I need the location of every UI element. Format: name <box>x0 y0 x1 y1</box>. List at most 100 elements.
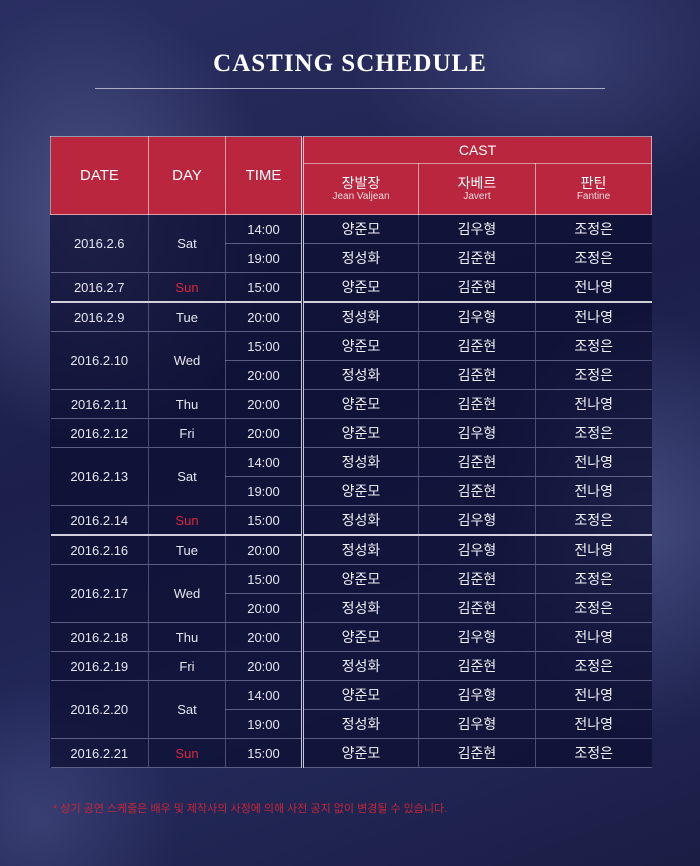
fantine-actor-cell: 조정은 <box>535 651 652 681</box>
javert-actor-cell: 김준현 <box>418 564 536 594</box>
valjean-actor-cell: 정성화 <box>301 505 419 536</box>
javert-actor-cell: 김우형 <box>418 680 536 710</box>
table-row: 19:00 정성화 김준현 조정은 <box>51 243 652 273</box>
valjean-actor-cell: 정성화 <box>301 593 419 623</box>
valjean-actor-cell: 양준모 <box>301 272 419 303</box>
fantine-actor-cell: 전나영 <box>535 622 652 652</box>
table-row: 2016.2.16 Tue 20:00 정성화 김우형 전나영 <box>50 534 652 565</box>
time-cell: 20:00 <box>225 651 303 681</box>
time-cell: 19:00 <box>225 709 303 739</box>
day-cell: Sun <box>148 738 226 768</box>
role-header-valjean: 장발장 Jean Valjean <box>301 163 419 215</box>
fantine-actor-cell: 전나영 <box>535 272 652 303</box>
javert-actor-cell: 김우형 <box>418 214 536 244</box>
table-row: 20:00 정성화 김준현 조정은 <box>51 360 652 390</box>
javert-actor-cell: 김우형 <box>418 301 536 332</box>
time-cell: 20:00 <box>225 360 303 390</box>
fantine-actor-cell: 조정은 <box>535 331 652 361</box>
date-column-header: DATE <box>50 136 149 215</box>
time-cell: 20:00 <box>225 534 303 565</box>
javert-actor-cell: 김준현 <box>418 360 536 390</box>
time-cell: 19:00 <box>225 476 303 506</box>
valjean-actor-cell: 양준모 <box>301 476 419 506</box>
day-cell: Wed <box>148 564 226 623</box>
day-cell: Fri <box>148 418 226 448</box>
role-name-korean: 판틴 <box>580 175 607 192</box>
table-row: 2016.2.11 Thu 20:00 양준모 김준현 전나영 <box>50 389 652 419</box>
table-row: 2016.2.18 Thu 20:00 양준모 김우형 전나영 <box>50 622 652 652</box>
table-row: 2016.2.12 Fri 20:00 양준모 김우형 조정은 <box>50 418 652 448</box>
javert-actor-cell: 김준현 <box>418 738 536 768</box>
fantine-actor-cell: 조정은 <box>535 738 652 768</box>
javert-actor-cell: 김준현 <box>418 389 536 419</box>
table-row: 2016.2.7 Sun 15:00 양준모 김준현 전나영 <box>50 272 652 303</box>
table-row: 20:00 정성화 김준현 조정은 <box>51 593 652 623</box>
table-row: 19:00 양준모 김준현 전나영 <box>51 476 652 506</box>
valjean-actor-cell: 양준모 <box>301 214 419 244</box>
date-cell: 2016.2.14 <box>50 505 149 536</box>
title-divider <box>95 88 605 89</box>
day-cell: Sun <box>148 505 226 536</box>
day-cell: Tue <box>148 301 226 332</box>
day-cell: Sat <box>148 447 226 506</box>
valjean-actor-cell: 정성화 <box>301 651 419 681</box>
javert-actor-cell: 김준현 <box>418 593 536 623</box>
javert-actor-cell: 김준현 <box>418 447 536 477</box>
valjean-actor-cell: 정성화 <box>301 534 419 565</box>
fantine-actor-cell: 전나영 <box>535 389 652 419</box>
javert-actor-cell: 김준현 <box>418 331 536 361</box>
time-cell: 15:00 <box>225 505 303 536</box>
table-row: 2016.2.13 Sat 14:00 정성화 김준현 전나영 <box>50 447 652 506</box>
time-column-header: TIME <box>225 136 303 215</box>
date-cell: 2016.2.17 <box>50 564 149 623</box>
time-cell: 15:00 <box>225 564 303 594</box>
valjean-actor-cell: 양준모 <box>301 738 419 768</box>
day-column-header: DAY <box>148 136 226 215</box>
role-header-javert: 자베르 Javert <box>418 163 536 215</box>
valjean-actor-cell: 양준모 <box>301 389 419 419</box>
date-cell: 2016.2.21 <box>50 738 149 768</box>
fantine-actor-cell: 전나영 <box>535 709 652 739</box>
fantine-actor-cell: 조정은 <box>535 214 652 244</box>
role-header-fantine: 판틴 Fantine <box>535 163 652 215</box>
day-cell: Tue <box>148 534 226 565</box>
cast-column-header: CAST <box>301 136 652 164</box>
valjean-actor-cell: 양준모 <box>301 680 419 710</box>
fantine-actor-cell: 조정은 <box>535 243 652 273</box>
time-cell: 15:00 <box>225 331 303 361</box>
table-row: 2016.2.17 Wed 15:00 양준모 김준현 조정은 <box>50 564 652 623</box>
fantine-actor-cell: 조정은 <box>535 564 652 594</box>
time-cell: 20:00 <box>225 622 303 652</box>
javert-actor-cell: 김우형 <box>418 709 536 739</box>
day-cell: Wed <box>148 331 226 390</box>
time-cell: 15:00 <box>225 738 303 768</box>
valjean-actor-cell: 정성화 <box>301 360 419 390</box>
schedule-change-notice: * 상기 공연 스케줄은 배우 및 제작사의 사정에 의해 사전 공지 없이 변… <box>53 803 448 815</box>
date-cell: 2016.2.19 <box>50 651 149 681</box>
date-cell: 2016.2.7 <box>50 272 149 303</box>
fantine-actor-cell: 조정은 <box>535 593 652 623</box>
date-cell: 2016.2.10 <box>50 331 149 390</box>
javert-actor-cell: 김우형 <box>418 622 536 652</box>
day-cell: Thu <box>148 622 226 652</box>
time-cell: 15:00 <box>225 272 303 303</box>
time-cell: 14:00 <box>225 214 303 244</box>
javert-actor-cell: 김준현 <box>418 651 536 681</box>
table-row: 19:00 정성화 김우형 전나영 <box>51 709 652 739</box>
role-name-english: Javert <box>463 191 491 203</box>
time-cell: 20:00 <box>225 593 303 623</box>
valjean-actor-cell: 정성화 <box>301 709 419 739</box>
date-cell: 2016.2.9 <box>50 301 149 332</box>
page-title: CASTING SCHEDULE <box>213 50 487 77</box>
day-cell: Sat <box>148 680 226 739</box>
time-cell: 14:00 <box>225 680 303 710</box>
table-row: 2016.2.20 Sat 14:00 양준모 김우형 전나영 <box>50 680 652 739</box>
role-name-korean: 장발장 <box>341 175 381 192</box>
table-row: 2016.2.21 Sun 15:00 양준모 김준현 조정은 <box>50 738 652 768</box>
time-cell: 20:00 <box>225 418 303 448</box>
date-cell: 2016.2.12 <box>50 418 149 448</box>
fantine-actor-cell: 조정은 <box>535 418 652 448</box>
javert-actor-cell: 김우형 <box>418 418 536 448</box>
valjean-actor-cell: 정성화 <box>301 243 419 273</box>
time-cell: 14:00 <box>225 447 303 477</box>
